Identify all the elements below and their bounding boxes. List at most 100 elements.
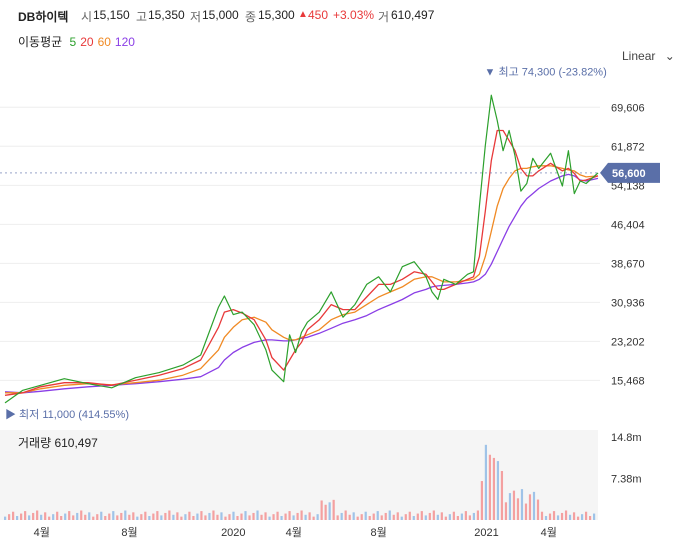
volume-bar — [504, 502, 508, 520]
x-tick-label: 2020 — [221, 527, 245, 539]
change-value: 450 — [308, 8, 329, 22]
scale-dropdown[interactable]: Linear ⌄ — [622, 49, 675, 63]
volume-bar — [436, 514, 439, 520]
volume-bar — [92, 516, 95, 520]
volume-bar — [576, 516, 580, 520]
volume-bar — [392, 514, 395, 520]
volume-bar — [96, 514, 99, 520]
volume-bar — [52, 514, 55, 520]
volume-bar — [444, 516, 447, 520]
volume-bar — [36, 510, 39, 520]
volume-bar — [72, 515, 75, 520]
volume-bar — [532, 491, 536, 520]
volume-bar — [356, 516, 359, 520]
low-annotation: ▶ 최저 11,000 (414.55%) — [5, 408, 129, 421]
volume-bar — [48, 516, 51, 520]
current-price-badge — [600, 162, 660, 183]
volume-bar — [428, 512, 431, 520]
volume-value: 610,497 — [391, 8, 435, 22]
volume-bar — [552, 511, 556, 520]
price-tick-label: 54,138 — [611, 180, 645, 192]
volume-bar — [176, 512, 179, 520]
volume-bar — [4, 516, 7, 520]
volume-bar — [344, 510, 347, 520]
volume-bar — [400, 516, 403, 520]
volume-panel-label: 거래량 610,497 — [18, 436, 98, 450]
volume-bar — [148, 516, 151, 520]
legend-ma-60: 60 — [97, 35, 111, 49]
volume-bar — [316, 514, 319, 520]
volume-bar — [152, 513, 155, 520]
volume-bar — [44, 512, 47, 520]
volume-bar — [136, 516, 139, 520]
volume-bar — [104, 516, 107, 520]
volume-bar — [328, 502, 331, 520]
volume-bar — [384, 512, 387, 520]
x-tick-label: 4월 — [286, 526, 302, 539]
volume-bar — [376, 511, 379, 520]
volume-bar — [28, 515, 31, 520]
volume-bar — [580, 514, 584, 520]
x-tick-label: 2021 — [474, 527, 498, 539]
volume-bar — [500, 471, 504, 520]
volume-bar — [276, 511, 279, 520]
x-tick-label: 8월 — [370, 526, 386, 539]
volume-bar — [272, 514, 275, 520]
open-label: 시 — [81, 10, 93, 24]
volume-bar — [548, 513, 552, 520]
volume-bar — [516, 498, 520, 520]
high-annotation: ▼ 최고 74,300 (-23.82%) — [485, 66, 607, 79]
volume-bar — [172, 514, 175, 520]
volume-bar — [88, 512, 91, 520]
volume-bar — [468, 515, 471, 520]
volume-bar — [60, 516, 63, 520]
volume-bar — [208, 512, 211, 520]
volume-bar — [248, 515, 251, 520]
volume-bar — [388, 510, 391, 520]
volume-bar — [496, 461, 500, 520]
volume-bar — [224, 516, 227, 520]
open-value: 15,150 — [93, 8, 130, 22]
volume-bar — [112, 511, 115, 520]
volume-bar — [236, 516, 239, 520]
volume-bar — [508, 493, 512, 520]
volume-bar — [240, 513, 243, 520]
volume-bar — [32, 512, 35, 520]
volume-bar — [68, 511, 71, 520]
volume-bar — [12, 511, 15, 520]
volume-bar — [40, 514, 43, 520]
volume-bar — [556, 515, 560, 520]
volume-bar — [268, 516, 271, 520]
volume-bar — [364, 511, 367, 520]
scale-label: Linear — [622, 49, 656, 63]
volume-bar — [324, 504, 327, 520]
volume-bar — [140, 514, 143, 520]
volume-bar — [192, 516, 195, 520]
volume-bar — [20, 513, 23, 520]
volume-bar — [300, 510, 303, 520]
volume-bar — [232, 511, 235, 520]
volume-bar — [76, 512, 79, 520]
volume-bar — [424, 515, 427, 520]
volume-bar — [100, 511, 103, 520]
volume-bar — [56, 511, 59, 520]
volume-bar — [452, 511, 455, 520]
volume-bar — [512, 490, 516, 520]
volume-bar — [288, 511, 291, 520]
volume-bar — [528, 494, 532, 520]
volume-bar — [244, 511, 247, 520]
ma-120-line — [4, 173, 599, 394]
volume-bar — [64, 513, 67, 520]
volume-bar — [404, 514, 407, 520]
price-tick-label: 23,202 — [611, 336, 645, 348]
volume-bar — [216, 514, 219, 520]
volume-bar — [320, 500, 323, 520]
volume-bar — [156, 511, 159, 520]
volume-bar — [584, 511, 588, 520]
volume-bar — [24, 511, 27, 520]
close-value: 15,300 — [258, 8, 295, 22]
volume-bar — [372, 513, 375, 520]
volume-bar — [212, 510, 215, 520]
volume-tick-label: 7.38m — [611, 473, 642, 485]
